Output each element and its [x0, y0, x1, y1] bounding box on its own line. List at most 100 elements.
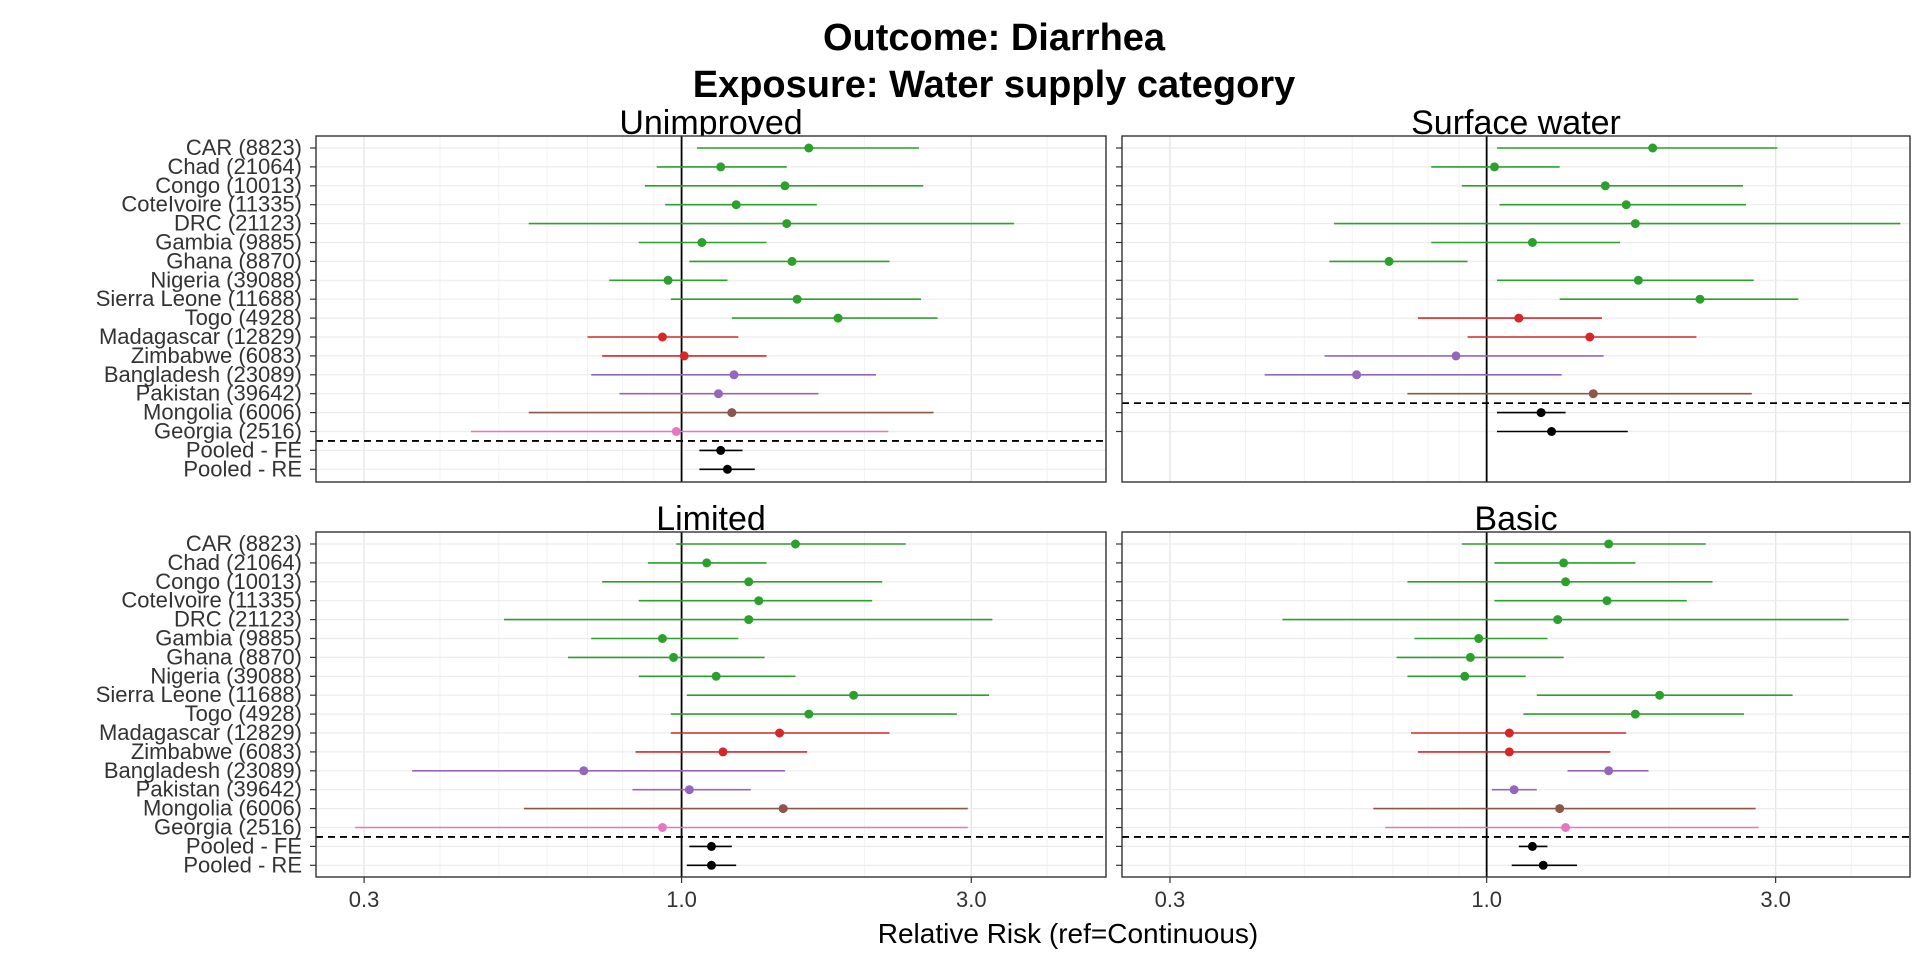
y-tick-label: Mongolia (6006) — [143, 796, 302, 821]
point-estimate — [729, 370, 739, 380]
y-tick-label: Chad (21064) — [167, 154, 302, 179]
y-tick-label: Georgia (2516) — [154, 815, 302, 840]
point-estimate — [1559, 558, 1569, 568]
point-estimate — [833, 313, 843, 323]
x-tick-label: 1.0 — [666, 887, 697, 912]
point-estimate — [804, 709, 814, 719]
y-tick-label: Sierra Leone (11688) — [96, 682, 302, 707]
point-estimate — [1504, 747, 1514, 757]
point-estimate — [1600, 181, 1610, 191]
panel-background — [1122, 532, 1910, 877]
point-estimate — [713, 389, 723, 399]
y-tick-label: Pooled - RE — [183, 456, 302, 481]
point-estimate — [706, 860, 716, 870]
point-estimate — [1604, 539, 1614, 549]
y-tick-label: Pooled - RE — [183, 852, 302, 877]
y-tick-label: Madagascar (12829) — [99, 324, 302, 349]
panel-border — [1121, 531, 1911, 878]
point-estimate — [697, 238, 707, 247]
point-estimate — [716, 162, 726, 172]
y-tick-label: Togo (4928) — [185, 701, 302, 726]
point-estimate — [1621, 200, 1631, 210]
y-tick-label: Gambia (9885) — [155, 230, 302, 255]
point-estimate — [1460, 671, 1470, 681]
point-estimate — [1604, 766, 1614, 776]
x-tick-label: 1.0 — [1471, 887, 1502, 912]
point-estimate — [1527, 238, 1537, 247]
point-estimate — [782, 219, 792, 229]
point-estimate — [1633, 275, 1643, 285]
point-estimate — [1630, 219, 1640, 229]
point-estimate — [1547, 427, 1557, 436]
point-estimate — [1588, 389, 1598, 399]
point-estimate — [775, 728, 785, 738]
y-tick-label: Georgia (2516) — [154, 419, 302, 444]
point-estimate — [1630, 709, 1640, 719]
x-tick-label: 3.0 — [1760, 887, 1791, 912]
point-estimate — [684, 785, 694, 795]
point-estimate — [1602, 596, 1612, 606]
point-estimate — [780, 181, 790, 191]
y-tick-label: Pooled - FE — [186, 437, 302, 462]
point-estimate — [669, 652, 679, 662]
panel-background — [316, 136, 1106, 482]
y-tick-label: Zimbabwe (6083) — [131, 739, 302, 764]
point-estimate — [579, 766, 589, 776]
point-estimate — [716, 445, 726, 455]
point-estimate — [679, 351, 689, 361]
point-estimate — [744, 577, 754, 587]
point-estimate — [804, 143, 814, 153]
chart-title-line2: Exposure: Water supply category — [693, 64, 1296, 106]
point-estimate — [1648, 143, 1658, 153]
y-tick-label: DRC (21123) — [174, 607, 302, 632]
y-tick-label: Madagascar (12829) — [99, 720, 302, 745]
point-estimate — [1509, 785, 1519, 795]
point-estimate — [1695, 294, 1705, 304]
point-estimate — [778, 804, 788, 814]
y-tick-label: Ghana (8870) — [166, 644, 302, 669]
point-estimate — [787, 256, 797, 266]
point-estimate — [1536, 408, 1546, 418]
chart-title-line1: Outcome: Diarrhea — [823, 17, 1166, 59]
y-tick-label: Congo (10013) — [155, 569, 302, 594]
point-estimate — [663, 275, 673, 285]
point-estimate — [1585, 332, 1595, 342]
point-estimate — [702, 558, 712, 568]
point-estimate — [1352, 370, 1362, 380]
point-estimate — [657, 634, 667, 643]
point-estimate — [1561, 577, 1571, 587]
y-tick-label: Nigeria (39088) — [150, 663, 302, 688]
panel-background — [1122, 136, 1910, 482]
y-tick-label: Pakistan (39642) — [136, 381, 302, 406]
panel-border — [315, 135, 1107, 483]
point-estimate — [1655, 690, 1665, 700]
y-tick-label: CAR (8823) — [186, 531, 302, 556]
x-tick-label: 3.0 — [956, 887, 987, 912]
y-tick-label: Nigeria (39088) — [150, 267, 302, 292]
point-estimate — [657, 823, 667, 832]
y-tick-label: Sierra Leone (11688) — [96, 286, 302, 311]
x-tick-label: 0.3 — [1155, 887, 1186, 912]
point-estimate — [792, 294, 802, 304]
point-estimate — [1474, 634, 1484, 643]
point-estimate — [1514, 313, 1524, 323]
point-estimate — [790, 539, 800, 549]
panel-border — [315, 531, 1107, 878]
y-tick-label: CoteIvoire (11335) — [121, 192, 302, 217]
point-estimate — [657, 332, 667, 342]
y-tick-label: CAR (8823) — [186, 135, 302, 160]
point-estimate — [1489, 162, 1499, 172]
point-estimate — [849, 690, 859, 700]
y-tick-label: Gambia (9885) — [155, 626, 302, 651]
point-estimate — [731, 200, 741, 210]
point-estimate — [744, 615, 754, 625]
y-tick-label: Bangladesh (23089) — [104, 758, 302, 783]
point-estimate — [1561, 823, 1571, 832]
y-tick-label: Mongolia (6006) — [143, 400, 302, 425]
point-estimate — [754, 596, 764, 606]
panel-background — [316, 532, 1106, 877]
point-estimate — [1555, 804, 1565, 814]
